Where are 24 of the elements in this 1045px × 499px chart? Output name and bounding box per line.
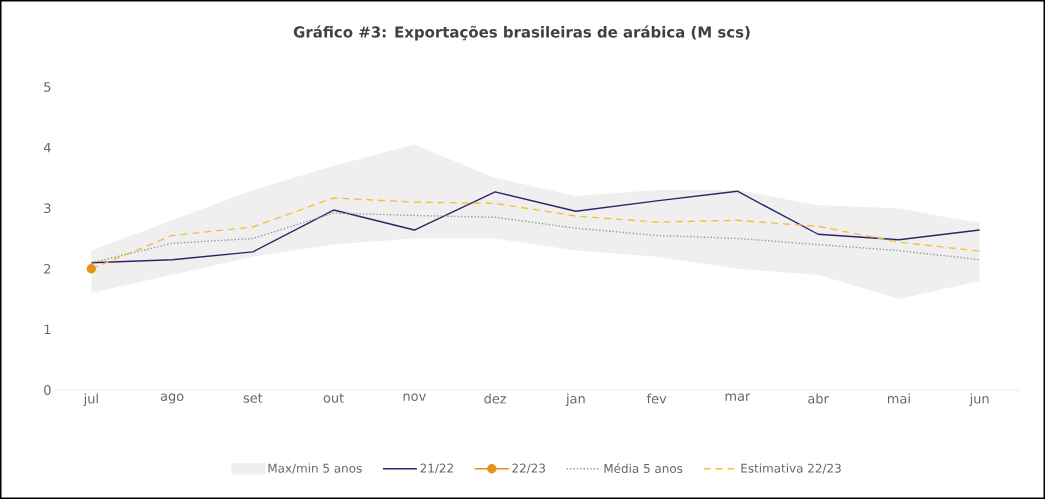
x-tick-label: jun [969,393,989,407]
y-tick-label: 0 [44,385,51,395]
x-tick-label: out [323,393,344,403]
x-tick-label: dez [484,393,507,404]
x-tick-label: mai [887,393,910,404]
x-tick-label: nov [403,393,426,401]
legend-label: Max/min 5 anos [268,463,362,474]
y-tick-label: 3 [44,203,51,214]
legend-label: Média 5 anos [604,463,683,473]
x-tick-label: mar [725,393,751,401]
legend-label: 21/22 [420,463,453,474]
legend-label: Estimativa 22/23 [741,463,841,474]
x-tick-label: abr [808,393,829,404]
y-tick-label: 2 [44,264,51,274]
x-tick-label: ago [160,393,184,404]
legend-label: 22/23 [512,463,545,474]
x-tick-label: fev [646,393,667,404]
chart-title: Gráfico #3: Exportações brasileiras de arábica (M scs) [293,25,750,41]
y-tick-label: 1 [44,324,51,335]
y-tick-label: 5 [44,82,51,92]
x-tick-label: jan [565,393,585,407]
x-tick-label: set [243,393,263,403]
x-tick-label: jul [83,393,98,407]
y-tick-label: 4 [43,142,51,153]
